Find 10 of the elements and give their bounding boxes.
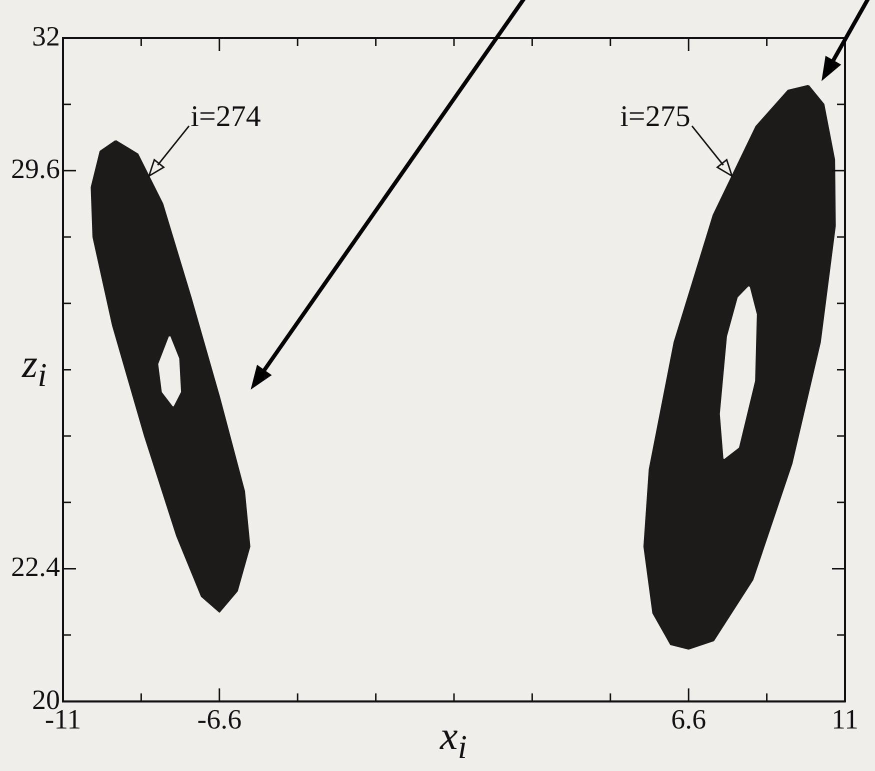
annotation: i=275 [620, 100, 690, 134]
y-axis-title: z$_{i}$ [22, 340, 47, 395]
annotation: i=274 [190, 100, 261, 134]
x-axis-title: x$_{i}$ [440, 712, 468, 767]
y-tick-label: 32 [32, 21, 60, 52]
y-tick-label: 22.4 [11, 552, 60, 584]
x-tick-label: 11 [832, 704, 858, 736]
x-tick-label: 6.6 [671, 704, 706, 736]
y-tick-label: 29.6 [11, 154, 60, 186]
x-tick-label: -6.6 [197, 704, 242, 736]
